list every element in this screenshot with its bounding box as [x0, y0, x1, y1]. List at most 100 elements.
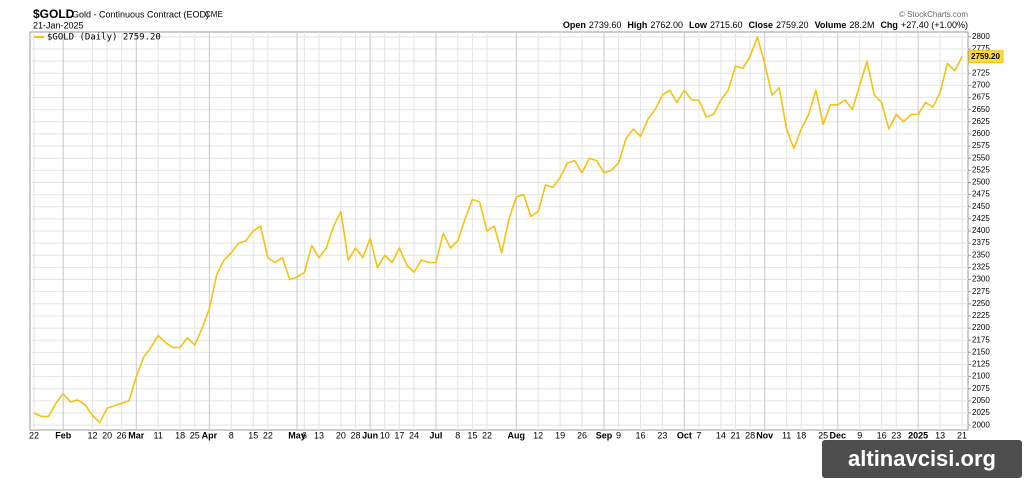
y-tick-label: 2550 [972, 153, 990, 162]
y-tick-label: 2300 [972, 275, 990, 284]
x-tick-label: 7 [696, 430, 701, 440]
title: Gold - Continuous Contract (EOD) [72, 9, 209, 19]
quote-label: Chg [880, 20, 898, 30]
y-tick-label: 2525 [972, 165, 990, 174]
exchange: CME [205, 10, 223, 19]
y-tick-label: 2275 [972, 287, 990, 296]
y-tick-label: 2775 [972, 44, 990, 53]
quote-row: Open 2739.60 High 2762.00 Low 2715.60 Close 275… [563, 20, 968, 30]
x-tick-label: 13 [935, 430, 945, 440]
x-tick-label: 26 [117, 430, 127, 440]
quote-value: +27.40 (+1.00%) [901, 20, 968, 30]
x-tick-label: 28 [745, 430, 755, 440]
y-tick-label: 2025 [972, 408, 990, 417]
symbol: $GOLD [33, 7, 75, 21]
y-tick-label: 2100 [972, 372, 990, 381]
x-tick-label: 11 [782, 430, 791, 440]
watermark-box [822, 440, 1022, 478]
x-tick-label: 25 [190, 430, 200, 440]
quote-value: 2739.60 [589, 20, 622, 30]
quote-value: 2715.60 [710, 20, 743, 30]
y-tick-label: 2250 [972, 299, 990, 308]
y-tick-label: 2650 [972, 105, 990, 114]
y-tick-label: 2425 [972, 214, 990, 223]
quote-label: High [627, 20, 647, 30]
x-tick-label: 17 [394, 430, 404, 440]
quote-label: Close [749, 20, 774, 30]
x-tick-label: 22 [29, 430, 39, 440]
quote-label: Volume [815, 20, 847, 30]
date: 21-Jan-2025 [33, 20, 84, 30]
x-tick-label: 26 [577, 430, 587, 440]
x-tick-label: 19 [555, 430, 565, 440]
y-tick-label: 2225 [972, 311, 990, 320]
x-tick-label: 12 [533, 430, 543, 440]
quote-value: 28.2M [849, 20, 874, 30]
x-tick-label: 8 [229, 430, 234, 440]
x-tick-label: 10 [380, 430, 390, 440]
y-tick-label: 2125 [972, 360, 990, 369]
x-tick-label: 28 [351, 430, 361, 440]
y-tick-label: 2500 [972, 178, 990, 187]
x-tick-label: 11 [154, 430, 163, 440]
y-tick-label: 2575 [972, 141, 990, 150]
x-tick-label: 25 [818, 430, 828, 440]
x-tick-label: 23 [657, 430, 667, 440]
quote-label: Low [689, 20, 708, 30]
x-tick-label: Jun [362, 430, 378, 440]
x-tick-label: Aug [508, 430, 526, 440]
x-tick-label: 22 [263, 430, 273, 440]
x-tick-label: May [288, 430, 306, 440]
x-tick-label: Oct [677, 430, 692, 440]
x-tick-label: 24 [409, 430, 419, 440]
x-tick-label: Feb [55, 430, 72, 440]
y-tick-label: 2050 [972, 396, 990, 405]
x-tick-label: Sep [596, 430, 613, 440]
watermark: altinavcisi.org [848, 446, 996, 471]
x-tick-label: 18 [175, 430, 185, 440]
y-tick-label: 2475 [972, 190, 990, 199]
y-tick-label: 2725 [972, 68, 990, 77]
y-tick-label: 2700 [972, 80, 990, 89]
source: © StockCharts.com [899, 10, 968, 19]
y-tick-label: 2325 [972, 263, 990, 272]
y-tick-label: 2400 [972, 226, 990, 235]
x-tick-label: 9 [857, 430, 862, 440]
x-tick-label: 9 [616, 430, 621, 440]
x-tick-label: 22 [482, 430, 492, 440]
y-tick-label: 2150 [972, 347, 990, 356]
x-tick-label: 6 [302, 430, 307, 440]
x-tick-label: 20 [336, 430, 346, 440]
x-tick-label: 12 [87, 430, 97, 440]
x-tick-label: Apr [202, 430, 218, 440]
x-tick-label: 21 [957, 430, 967, 440]
y-tick-label: 2350 [972, 250, 990, 259]
x-tick-label: Mar [128, 430, 145, 440]
x-tick-label: 18 [796, 430, 806, 440]
x-tick-label: 8 [455, 430, 460, 440]
x-tick-label: 2025 [908, 430, 928, 440]
x-tick-label: 13 [314, 430, 324, 440]
y-tick-label: 2625 [972, 117, 990, 126]
y-tick-label: 2450 [972, 202, 990, 211]
x-tick-label: Nov [756, 430, 773, 440]
last-value-box [968, 50, 1004, 64]
y-tick-label: 2075 [972, 384, 990, 393]
x-tick-label: 23 [891, 430, 901, 440]
y-tick-label: 2800 [972, 32, 990, 41]
x-tick-label: 20 [102, 430, 112, 440]
y-tick-label: 2600 [972, 129, 990, 138]
x-tick-label: 16 [635, 430, 645, 440]
y-tick-label: 2675 [972, 93, 990, 102]
x-tick-label: Jul [429, 430, 442, 440]
x-tick-label: Dec [830, 430, 847, 440]
quote-label: Open [563, 20, 586, 30]
y-tick-label: 2200 [972, 323, 990, 332]
x-tick-label: 15 [467, 430, 477, 440]
x-tick-label: 15 [248, 430, 258, 440]
quote-value: 2759.20 [776, 20, 809, 30]
legend-label: $GOLD (Daily) 2759.20 [47, 33, 161, 43]
y-tick-label: 2000 [972, 420, 990, 429]
